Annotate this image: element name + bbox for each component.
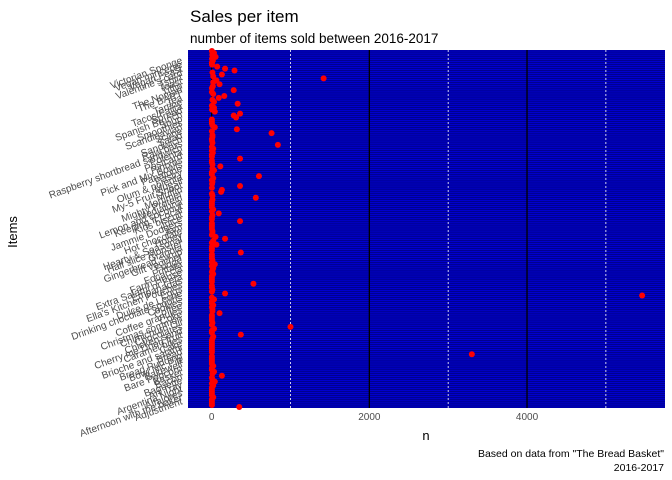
chart-title: Sales per item: [190, 7, 299, 26]
data-point: [237, 249, 244, 256]
x-axis-title: n: [422, 428, 429, 443]
data-point: [236, 404, 243, 411]
data-point: [233, 126, 240, 133]
chart-subtitle: number of items sold between 2016-2017: [190, 31, 438, 46]
data-point: [215, 94, 222, 101]
data-point: [252, 194, 259, 201]
data-point: [237, 155, 244, 162]
data-point: [639, 292, 646, 299]
data-point: [217, 163, 224, 170]
x-tick-label: 4000: [516, 412, 539, 423]
data-point: [216, 310, 223, 317]
data-point: [237, 218, 244, 225]
category-gridlines: [188, 50, 665, 408]
data-point: [218, 71, 225, 78]
caption-line-2: 2016-2017: [614, 462, 664, 474]
data-point: [230, 87, 237, 94]
y-tick-label: Afternoon with the baker: [78, 392, 184, 440]
caption-line-1: Based on data from "The Bread Basket": [478, 448, 664, 460]
y-tick-label: Tea: [165, 93, 184, 109]
data-point: [216, 81, 223, 88]
data-point: [208, 288, 215, 295]
data-point: [214, 63, 221, 70]
data-point: [237, 331, 244, 338]
data-point: [211, 108, 218, 115]
data-point: [231, 67, 238, 74]
data-point: [255, 173, 262, 180]
data-points: [208, 47, 646, 411]
data-point: [213, 241, 220, 248]
data-point: [208, 402, 215, 409]
data-point: [237, 182, 244, 189]
data-point: [221, 92, 228, 99]
data-point: [268, 130, 275, 137]
data-point: [215, 210, 222, 217]
data-point: [287, 323, 294, 330]
y-axis-title: Items: [5, 216, 20, 248]
data-point: [250, 280, 257, 287]
data-point: [274, 141, 281, 148]
data-point: [237, 110, 244, 117]
x-tick-label: 0: [209, 412, 215, 423]
data-point: [210, 91, 217, 98]
data-point: [222, 65, 229, 72]
data-point: [468, 351, 475, 358]
data-point: [208, 184, 215, 191]
data-point: [320, 75, 327, 82]
data-point: [218, 372, 225, 379]
x-tick-labels: 0 2000 4000: [209, 412, 539, 423]
data-point: [209, 61, 216, 68]
data-point: [222, 235, 229, 242]
data-point: [234, 100, 241, 107]
data-point: [233, 114, 240, 121]
x-tick-label: 2000: [358, 412, 381, 423]
data-point: [222, 290, 229, 297]
data-point: [218, 188, 225, 195]
